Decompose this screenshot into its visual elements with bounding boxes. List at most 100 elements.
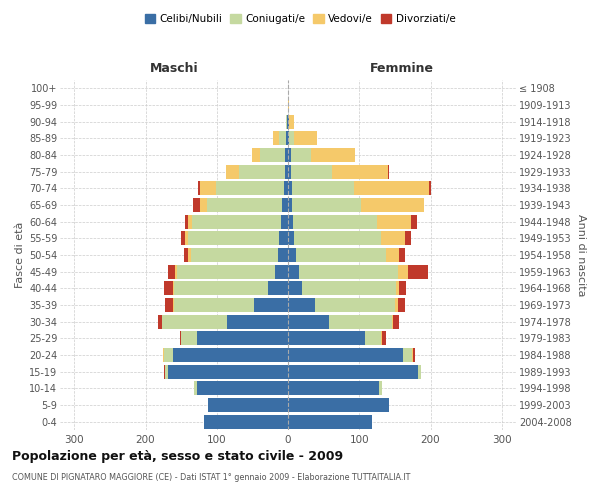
Bar [399,281,406,295]
Bar [288,164,291,179]
Bar [379,381,382,396]
Text: Popolazione per età, sesso e stato civile - 2009: Popolazione per età, sesso e stato civil… [12,450,343,463]
Bar [412,348,413,362]
Bar [254,298,288,312]
Bar [192,214,281,229]
Bar [188,248,191,262]
Bar [260,148,285,162]
Bar [315,298,395,312]
Bar [185,214,188,229]
Bar [292,198,361,212]
Bar [288,98,289,112]
Bar [380,331,382,345]
Bar [286,114,287,128]
Bar [291,148,311,162]
Bar [193,198,200,212]
Bar [292,181,354,196]
Bar [288,231,295,246]
Bar [181,231,185,246]
Bar [288,364,418,379]
Bar [163,348,164,362]
Text: Femmine: Femmine [370,62,434,75]
Bar [288,181,292,196]
Bar [162,314,227,329]
Bar [288,248,296,262]
Bar [164,281,173,295]
Bar [329,314,392,329]
Bar [398,264,408,279]
Bar [377,214,411,229]
Bar [405,231,410,246]
Bar [288,198,292,212]
Y-axis label: Fasce di età: Fasce di età [14,222,25,288]
Bar [173,281,174,295]
Bar [382,331,386,345]
Bar [411,214,417,229]
Bar [198,181,200,196]
Bar [288,381,379,396]
Bar [174,298,254,312]
Bar [180,331,181,345]
Bar [382,231,405,246]
Bar [278,248,288,262]
Bar [288,214,293,229]
Bar [158,314,162,329]
Bar [288,298,315,312]
Bar [175,264,177,279]
Bar [185,231,188,246]
Bar [293,214,377,229]
Bar [398,298,405,312]
Bar [167,264,175,279]
Bar [296,248,386,262]
Bar [197,331,288,345]
Bar [173,348,288,362]
Bar [365,331,380,345]
Bar [194,381,197,396]
Bar [164,364,166,379]
Bar [288,398,389,412]
Bar [200,198,208,212]
Bar [168,364,288,379]
Bar [294,131,317,146]
Bar [288,264,299,279]
Bar [216,181,284,196]
Bar [299,264,398,279]
Bar [392,314,394,329]
Bar [295,231,382,246]
Bar [208,198,283,212]
Bar [311,148,355,162]
Bar [200,181,216,196]
Text: COMUNE DI PIGNATARO MAGGIORE (CE) - Dati ISTAT 1° gennaio 2009 - Elaborazione TU: COMUNE DI PIGNATARO MAGGIORE (CE) - Dati… [12,472,410,482]
Bar [289,114,294,128]
Bar [197,381,288,396]
Bar [289,131,294,146]
Bar [286,131,288,146]
Bar [413,348,415,362]
Bar [164,348,173,362]
Bar [285,148,288,162]
Bar [408,264,428,279]
Bar [284,181,288,196]
Bar [397,281,399,295]
Legend: Celibi/Nubili, Coniugati/e, Vedovi/e, Divorziati/e: Celibi/Nubili, Coniugati/e, Vedovi/e, Di… [140,10,460,29]
Bar [226,164,239,179]
Bar [403,348,412,362]
Bar [394,314,399,329]
Bar [239,164,285,179]
Bar [204,414,288,428]
Bar [429,181,431,196]
Bar [285,164,288,179]
Bar [166,298,173,312]
Bar [268,281,288,295]
Bar [291,164,332,179]
Bar [279,131,286,146]
Bar [188,214,192,229]
Bar [288,331,365,345]
Bar [288,114,289,128]
Bar [177,264,275,279]
Bar [361,198,424,212]
Bar [418,364,421,379]
Bar [302,281,397,295]
Bar [288,414,372,428]
Y-axis label: Anni di nascita: Anni di nascita [575,214,586,296]
